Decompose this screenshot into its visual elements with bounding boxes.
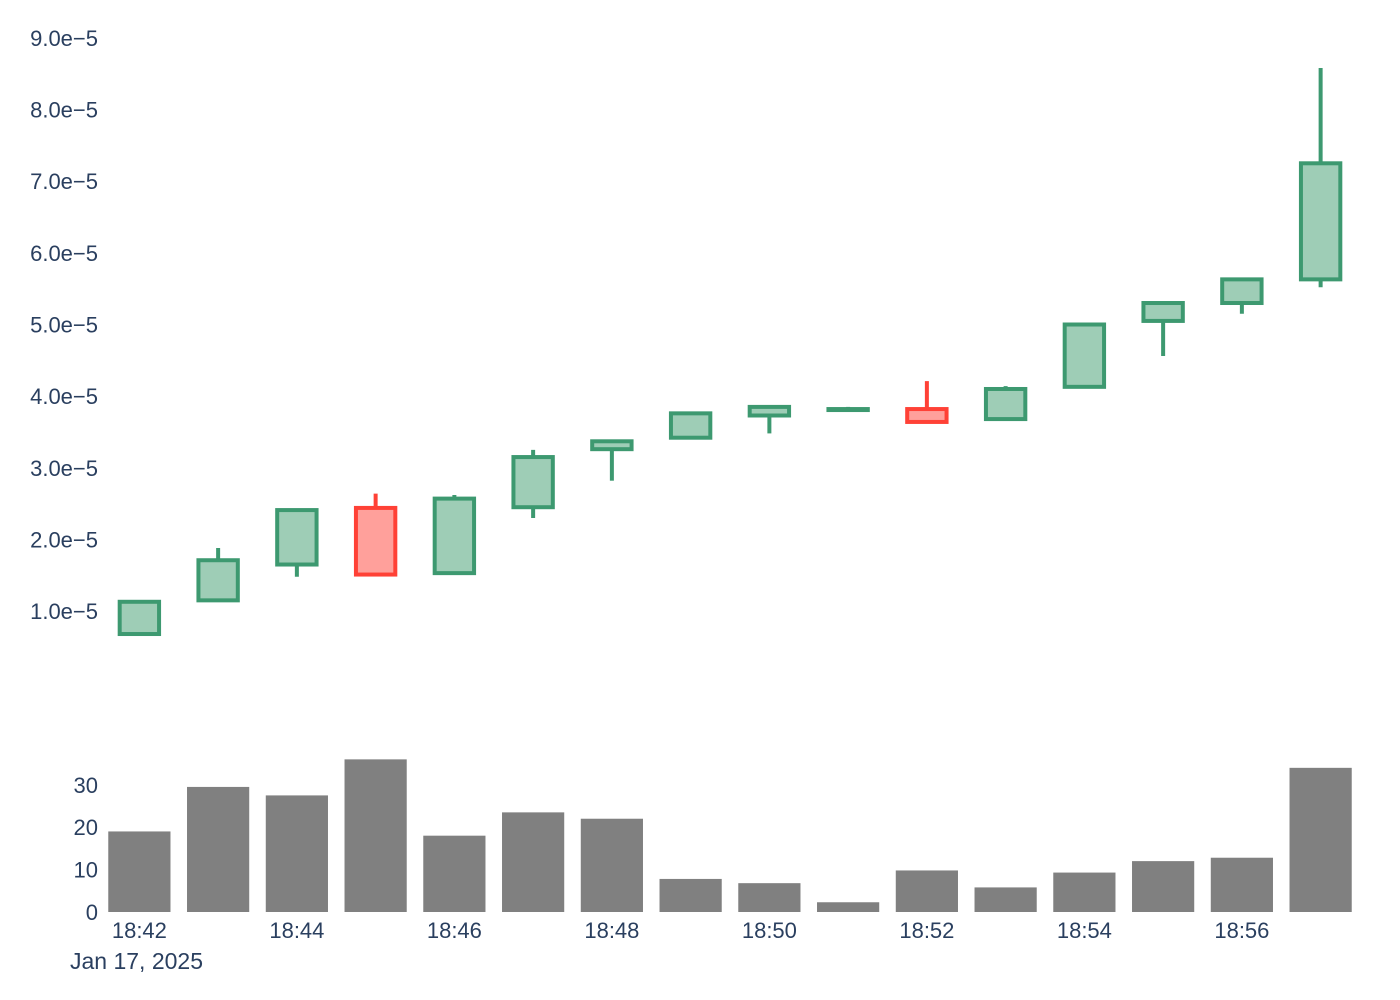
candle-body: [905, 407, 949, 424]
candle-body: [432, 496, 477, 576]
volume-bar-1853: [974, 887, 1037, 912]
candle-1853: [983, 386, 1028, 422]
candle-1843: [196, 548, 240, 603]
candle-1856: [1220, 277, 1264, 314]
candle-1850: [747, 404, 792, 434]
candle-body: [668, 411, 713, 440]
price-y-tick-label: 8.0e−5: [30, 98, 98, 123]
volume-bar-1843: [187, 786, 250, 912]
candle-body: [826, 407, 870, 413]
candle-body: [1062, 322, 1107, 389]
candle-1847: [511, 449, 555, 518]
volume-bar-1844: [265, 795, 328, 912]
volume-bar-1846: [423, 835, 486, 912]
time-x-axis: 18:42 18:44 18:46 18:48 18:50 18:52 18:54 18:56: [112, 918, 1270, 943]
x-tick-label: 18:56: [1214, 918, 1269, 943]
candle-body: [196, 558, 240, 603]
volume-y-tick-label: 30: [74, 773, 98, 798]
x-tick-label: 18:50: [742, 918, 797, 943]
volume-bar-1850: [738, 883, 801, 912]
volume-bar-1854: [1053, 872, 1116, 912]
x-tick-label: 18:46: [427, 918, 482, 943]
candle-body: [353, 505, 398, 577]
candle-body: [590, 439, 634, 452]
candle-1849: [668, 411, 713, 440]
candle-body: [511, 455, 555, 510]
candle-1851: [826, 406, 870, 413]
volume-bar-1855: [1132, 861, 1195, 912]
price-y-tick-label: 5.0e−5: [30, 313, 98, 338]
volume-bar-1849: [659, 878, 722, 912]
price-y-tick-label: 7.0e−5: [30, 169, 98, 194]
volume-y-tick-label: 10: [74, 858, 98, 883]
candle-1842: [117, 599, 162, 637]
x-tick-label: 18:52: [899, 918, 954, 943]
candle-body: [1220, 277, 1264, 306]
volume-panel: [108, 759, 1352, 912]
volume-bar-1845: [344, 759, 407, 912]
price-y-tick-label: 3.0e−5: [30, 456, 98, 481]
candle-body: [983, 386, 1028, 422]
candle-1846: [432, 495, 477, 576]
price-y-tick-label: 4.0e−5: [30, 384, 98, 409]
volume-bar-1852: [895, 870, 958, 912]
volume-bar-1851: [817, 902, 880, 912]
x-tick-label: 18:54: [1057, 918, 1112, 943]
x-tick-label: 18:44: [269, 918, 324, 943]
candle-body: [1298, 161, 1343, 282]
volume-y-axis: 0 10 20 30: [74, 773, 98, 925]
volume-bar-1848: [580, 818, 643, 912]
candle-body: [1141, 301, 1185, 323]
candle-1854: [1062, 322, 1107, 389]
date-label: Jan 17, 2025: [70, 948, 203, 974]
candle-1845: [353, 493, 398, 577]
price-y-tick-label: 6.0e−5: [30, 241, 98, 266]
price-panel: [117, 68, 1343, 637]
volume-bar-1847: [502, 812, 565, 912]
candle-1848: [590, 439, 634, 481]
price-y-axis: 1.0e−5 2.0e−5 3.0e−5 4.0e−5 5.0e−5 6.0e−5 7.0e…: [30, 26, 98, 624]
volume-y-tick-label: 20: [74, 815, 98, 840]
candle-1855: [1141, 301, 1185, 357]
x-tick-label: 18:42: [112, 918, 167, 943]
price-y-tick-label: 2.0e−5: [30, 527, 98, 552]
price-y-tick-label: 1.0e−5: [30, 599, 98, 624]
volume-bar-1857: [1289, 767, 1352, 912]
candle-1857: [1298, 68, 1343, 288]
candle-body: [117, 599, 162, 637]
candle-1852: [905, 381, 949, 424]
candle-1844: [275, 508, 319, 577]
volume-y-tick-label: 0: [86, 900, 98, 925]
x-tick-label: 18:48: [584, 918, 639, 943]
candle-body: [747, 404, 792, 418]
price-y-tick-label: 9.0e−5: [30, 26, 98, 51]
volume-bar-1842: [108, 831, 171, 912]
volume-bar-1856: [1210, 857, 1273, 912]
candle-body: [275, 508, 319, 567]
